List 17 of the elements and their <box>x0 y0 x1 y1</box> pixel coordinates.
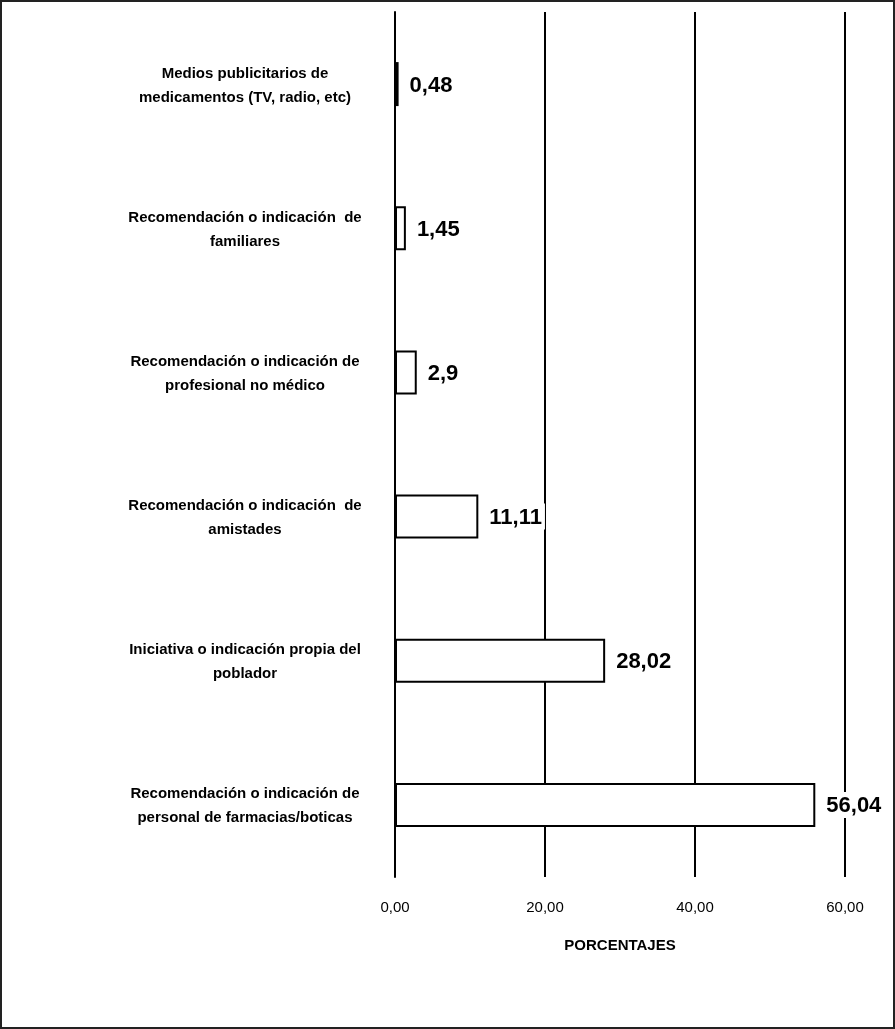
data-label: 28,02 <box>616 648 672 674</box>
data-label: 11,11 <box>489 504 542 530</box>
y-tick-label: Recomendación o indicación de familiares <box>128 207 362 249</box>
x-tick-label: 0,00 <box>380 898 410 915</box>
y-tick-label: Medios publicitarios de medicamentos (TV, radio, etc) <box>138 63 352 105</box>
y-tick-label: Recomendación o indicación de amistades <box>128 496 362 538</box>
data-label: 1,45 <box>416 215 460 241</box>
y-tick-label: Iniciativa o indicación propia del poblador <box>129 640 361 682</box>
data-label: 0,48 <box>409 71 453 97</box>
x-tick-label: 60,00 <box>826 898 864 915</box>
x-axis-title: PORCENTAJES <box>564 936 676 953</box>
x-tick-label: 40,00 <box>676 898 714 915</box>
y-tick-label: Recomendación o indicación de profesional no médico <box>130 351 360 393</box>
data-label: 2,9 <box>427 359 459 385</box>
y-tick-label: Recomendación o indicación de personal de farmacias/boticas <box>130 784 360 826</box>
data-label: 56,04 <box>826 792 883 818</box>
x-tick-label: 20,00 <box>526 898 564 915</box>
